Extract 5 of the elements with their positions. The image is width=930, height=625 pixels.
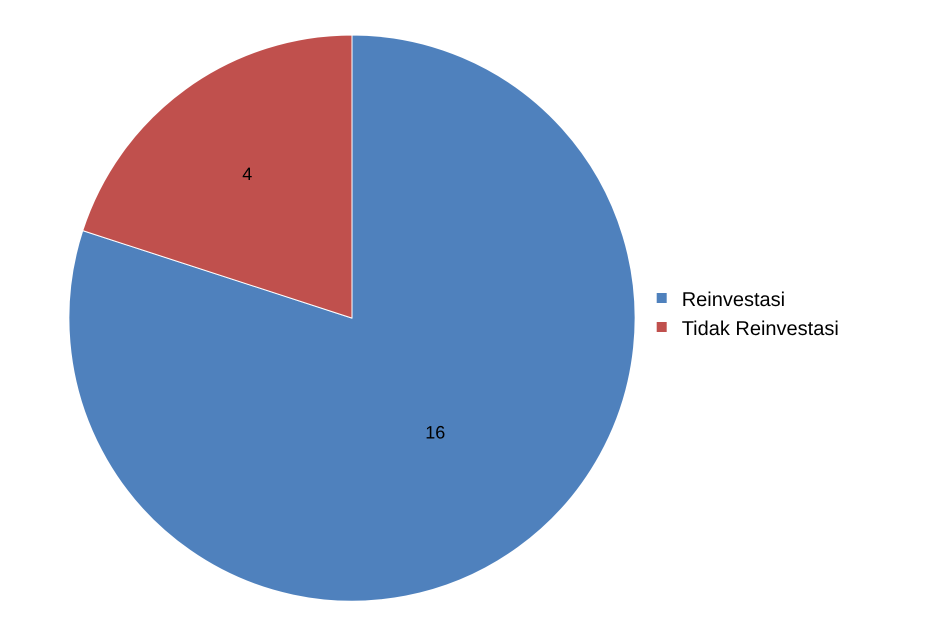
legend-label: Tidak Reinvestasi <box>682 318 839 340</box>
pie-slice <box>68 34 636 602</box>
legend-label: Reinvestasi <box>682 288 786 311</box>
data-label: 16 <box>425 422 446 443</box>
data-label: 4 <box>242 164 252 184</box>
